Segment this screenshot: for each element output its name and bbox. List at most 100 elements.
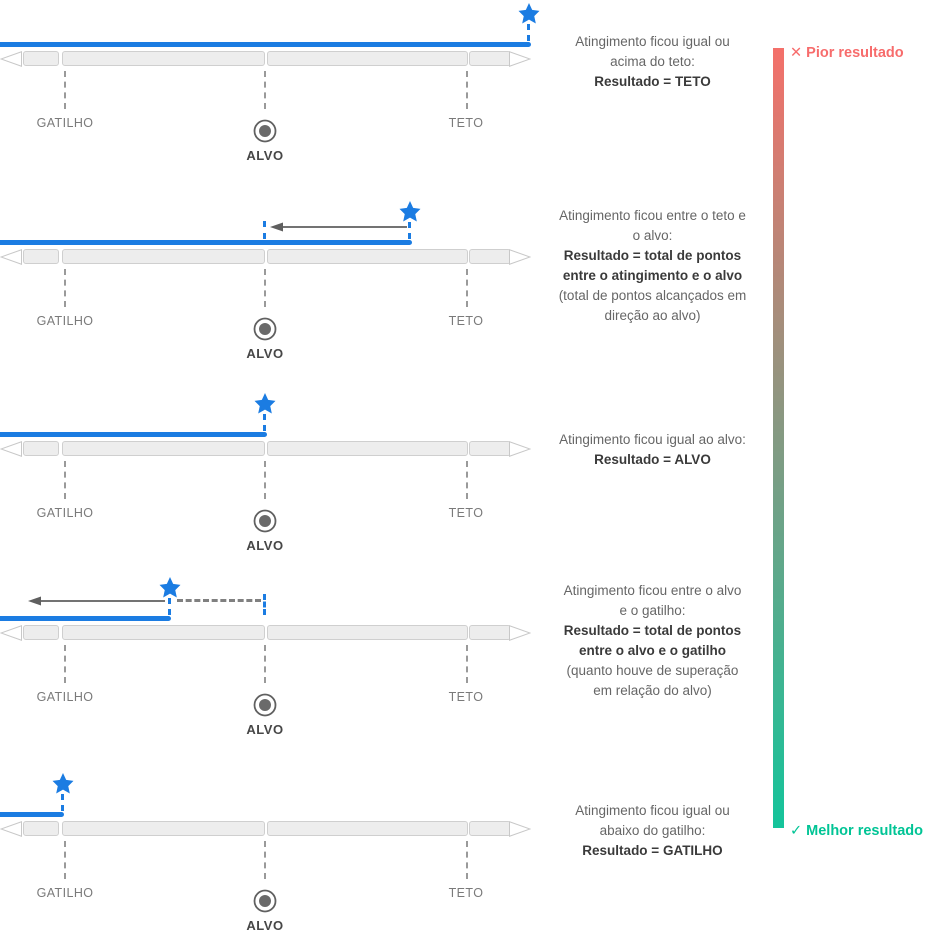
- scenario-text-below-gatilho: Atingimento ficou igual ou abaixo do gat…: [540, 801, 765, 861]
- scenario-text-between-teto-alvo: Atingimento ficou entre o teto e o alvo:…: [540, 206, 765, 326]
- alvo-dash: [264, 461, 266, 499]
- star-drop-dash: [61, 794, 64, 811]
- track-segment: [62, 441, 265, 456]
- figure-between-alvo-gatilho: GATILHO TETO ALVO: [0, 574, 545, 764]
- desc-line: Atingimento ficou igual ou: [575, 34, 730, 49]
- desc-line: Atingimento ficou igual ao alvo:: [559, 432, 746, 447]
- scenario-text-between-alvo-gatilho: Atingimento ficou entre o alvo e o gatil…: [540, 581, 765, 701]
- track-segment: [469, 51, 511, 66]
- alvo-tick-dash: [263, 594, 266, 615]
- alvo-tick-dash: [263, 221, 266, 239]
- track-right-arrow-icon: [509, 821, 531, 837]
- star-icon: [399, 201, 421, 222]
- track-segment: [23, 625, 59, 640]
- star-drop-dash: [527, 24, 530, 41]
- gatilho-label: GATILHO: [36, 886, 94, 900]
- attainment-bar: [0, 432, 267, 437]
- attainment-bar: [0, 616, 171, 621]
- track-left-arrow-icon: [0, 51, 22, 67]
- desc-result: Resultado = TETO: [594, 74, 711, 89]
- track-right-arrow-icon: [509, 441, 531, 457]
- star-drop-dash: [408, 222, 411, 239]
- cross-icon: ✕: [790, 45, 803, 61]
- gatilho-label: GATILHO: [36, 314, 94, 328]
- gatilho-label: GATILHO: [36, 690, 94, 704]
- gatilho-dash: [64, 71, 66, 109]
- star-drop-dash: [263, 414, 266, 431]
- figure-above-teto: GATILHO TETO ALVO: [0, 0, 545, 190]
- attainment-bar: [0, 812, 64, 817]
- alvo-label: ALVO: [246, 918, 284, 933]
- gatilho-label: GATILHO: [36, 506, 94, 520]
- teto-label: TETO: [448, 690, 484, 704]
- gatilho-dash: [64, 841, 66, 879]
- teto-label: TETO: [448, 116, 484, 130]
- track-right-arrow-icon: [509, 51, 531, 67]
- teto-dash: [466, 461, 468, 499]
- left-arrow-icon: [28, 596, 165, 606]
- target-icon: [253, 119, 277, 143]
- scale-track: [0, 249, 531, 265]
- figure-equal-alvo: GATILHO TETO ALVO: [0, 390, 545, 580]
- desc-result: entre o alvo e o gatilho: [578, 643, 727, 658]
- gatilho-label: GATILHO: [36, 116, 94, 130]
- attainment-bar: [0, 42, 531, 47]
- desc-result: entre o atingimento e o alvo: [562, 268, 743, 283]
- teto-dash: [466, 841, 468, 879]
- attainment-bar: [0, 240, 412, 245]
- alvo-dash: [264, 841, 266, 879]
- scenario-text-above-teto: Atingimento ficou igual ou acima do teto…: [540, 32, 765, 92]
- target-icon: [253, 509, 277, 533]
- gatilho-dash: [64, 645, 66, 683]
- desc-line: Atingimento ficou igual ou: [575, 803, 730, 818]
- track-segment: [267, 821, 468, 836]
- track-segment: [62, 249, 265, 264]
- teto-dash: [466, 645, 468, 683]
- target-icon: [253, 317, 277, 341]
- star-icon: [254, 393, 276, 414]
- desc-line: o alvo:: [632, 228, 673, 243]
- track-segment: [267, 249, 468, 264]
- scale-track: [0, 821, 531, 837]
- track-segment: [62, 625, 265, 640]
- desc-line: Atingimento ficou entre o teto e: [559, 208, 746, 223]
- alvo-label: ALVO: [246, 538, 284, 553]
- track-segment: [267, 51, 468, 66]
- left-arrow-icon: [270, 222, 407, 232]
- desc-result: Resultado = total de pontos: [563, 248, 742, 263]
- alvo-dash: [264, 71, 266, 109]
- track-right-arrow-icon: [509, 249, 531, 265]
- track-segment: [267, 625, 468, 640]
- desc-line: Atingimento ficou entre o alvo: [563, 583, 742, 598]
- alvo-label: ALVO: [246, 346, 284, 361]
- star-icon: [518, 3, 540, 24]
- track-segment: [23, 821, 59, 836]
- target-icon: [253, 889, 277, 913]
- alvo-label: ALVO: [246, 722, 284, 737]
- figure-between-teto-alvo: GATILHO TETO ALVO: [0, 198, 545, 388]
- desc-line: abaixo do gatilho:: [599, 823, 706, 838]
- track-left-arrow-icon: [0, 249, 22, 265]
- desc-note: em relação do alvo): [593, 683, 712, 698]
- best-result-label: ✓ Melhor resultado: [790, 823, 923, 839]
- desc-result: Resultado = total de pontos: [563, 623, 742, 638]
- desc-note: (total de pontos alcançados em: [558, 288, 747, 303]
- teto-label: TETO: [448, 314, 484, 328]
- track-segment: [23, 249, 59, 264]
- teto-dash: [466, 71, 468, 109]
- worst-result-label: ✕ Pior resultado: [790, 45, 904, 61]
- track-segment: [62, 51, 265, 66]
- star-drop-dash: [168, 598, 171, 615]
- scale-track: [0, 51, 531, 67]
- worst-result-text: Pior resultado: [806, 45, 904, 61]
- track-left-arrow-icon: [0, 441, 22, 457]
- track-segment: [469, 441, 511, 456]
- scenario-text-equal-alvo: Atingimento ficou igual ao alvo: Resulta…: [540, 430, 765, 470]
- figure-below-gatilho: GATILHO TETO ALVO: [0, 770, 545, 944]
- check-icon: ✓: [790, 823, 803, 839]
- track-segment: [469, 821, 511, 836]
- track-segment: [23, 441, 59, 456]
- teto-label: TETO: [448, 886, 484, 900]
- gap-dash: [177, 599, 261, 602]
